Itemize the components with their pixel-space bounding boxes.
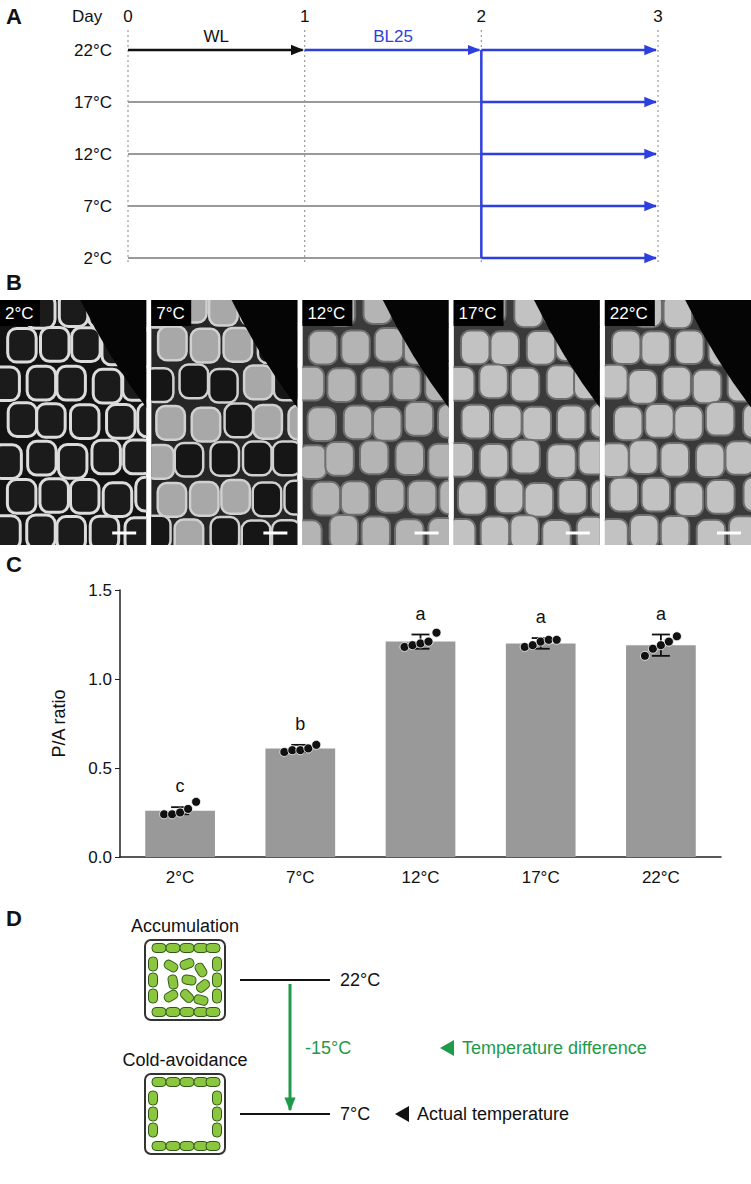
svg-text:22°C: 22°C: [74, 41, 112, 60]
svg-text:Temperature difference: Temperature difference: [462, 1038, 647, 1058]
svg-text:12°C: 12°C: [402, 868, 440, 887]
svg-text:12°C: 12°C: [74, 145, 112, 164]
svg-text:A: A: [6, 4, 22, 29]
svg-text:7°C: 7°C: [340, 1104, 370, 1124]
svg-text:Actual temperature: Actual temperature: [417, 1104, 569, 1124]
svg-text:WL: WL: [204, 27, 230, 46]
svg-text:1.5: 1.5: [88, 581, 112, 600]
svg-text:0.0: 0.0: [88, 848, 112, 867]
svg-text:D: D: [6, 906, 22, 931]
svg-text:1: 1: [300, 7, 309, 26]
svg-text:c: c: [176, 776, 185, 796]
svg-text:2°C: 2°C: [5, 304, 34, 323]
svg-text:a: a: [536, 607, 547, 627]
svg-text:B: B: [6, 270, 22, 295]
svg-text:3: 3: [653, 7, 662, 26]
svg-text:2°C: 2°C: [83, 249, 112, 268]
svg-text:Day: Day: [72, 7, 103, 26]
svg-text:Cold-avoidance: Cold-avoidance: [122, 1050, 247, 1070]
svg-text:17°C: 17°C: [459, 304, 497, 323]
svg-text:7°C: 7°C: [83, 197, 112, 216]
svg-text:22°C: 22°C: [642, 868, 680, 887]
svg-text:17°C: 17°C: [522, 868, 560, 887]
svg-text:a: a: [415, 604, 426, 624]
svg-text:a: a: [656, 604, 667, 624]
svg-text:P/A ratio: P/A ratio: [49, 689, 69, 757]
svg-text:17°C: 17°C: [74, 93, 112, 112]
svg-text:2°C: 2°C: [166, 868, 195, 887]
svg-text:7°C: 7°C: [286, 868, 315, 887]
svg-text:BL25: BL25: [373, 27, 413, 46]
svg-text:1.0: 1.0: [88, 670, 112, 689]
svg-text:-15°C: -15°C: [305, 1038, 351, 1058]
svg-text:0: 0: [123, 7, 132, 26]
svg-text:2: 2: [477, 7, 486, 26]
svg-text:22°C: 22°C: [340, 970, 380, 990]
svg-text:12°C: 12°C: [307, 304, 345, 323]
svg-text:b: b: [295, 714, 305, 734]
svg-text:0.5: 0.5: [88, 759, 112, 778]
svg-text:22°C: 22°C: [610, 304, 648, 323]
svg-text:Accumulation: Accumulation: [131, 916, 239, 936]
html-text:C: C: [6, 552, 22, 577]
svg-text:7°C: 7°C: [156, 304, 185, 323]
